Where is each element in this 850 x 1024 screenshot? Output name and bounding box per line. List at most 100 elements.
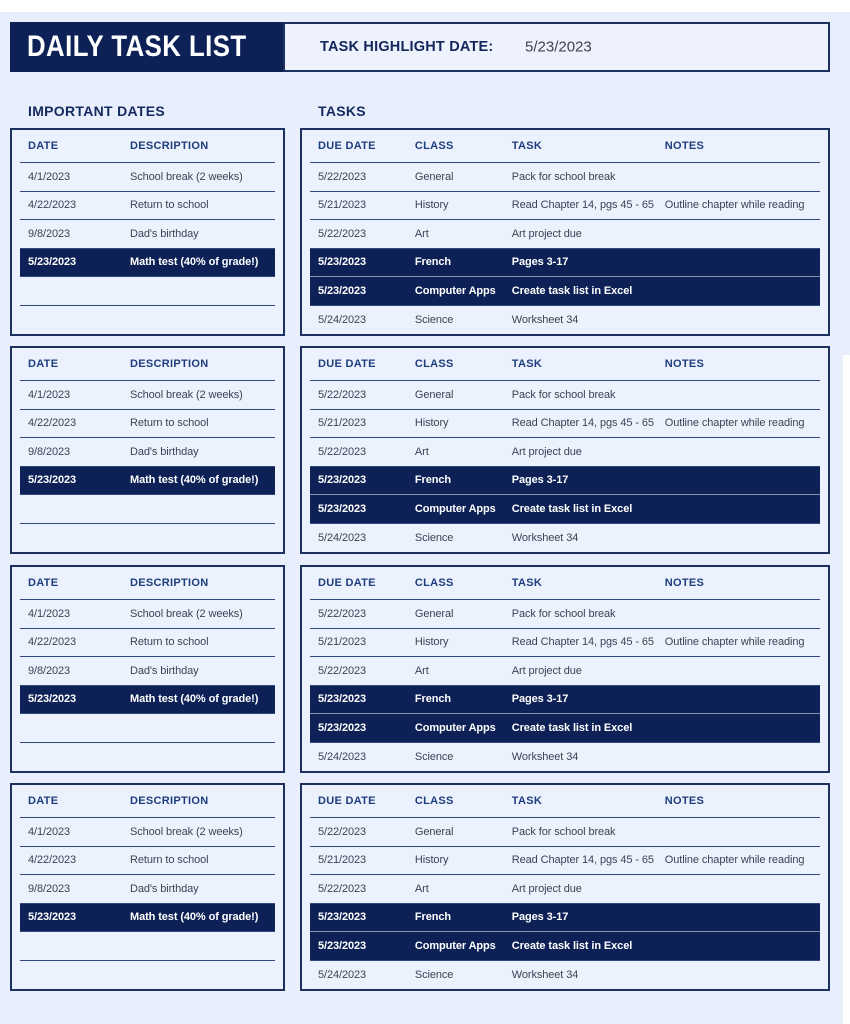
description-cell: School break (2 weeks) <box>130 170 243 183</box>
class-cell: Computer Apps <box>414 939 496 952</box>
due-date-cell: 5/23/2023 <box>318 721 367 734</box>
right-margin-strip <box>843 355 850 1024</box>
class-cell: Computer Apps <box>414 502 496 515</box>
page-title-banner: DAILY TASK LIST <box>10 22 283 72</box>
important-date-row: 4/1/2023 School break (2 weeks) <box>20 600 275 629</box>
due-date-cell: 5/23/2023 <box>318 474 367 487</box>
date-column-header: DATE <box>28 358 59 370</box>
tasks-header-row: DUE DATE CLASS TASK NOTES <box>310 567 820 600</box>
task-highlight-date-label: TASK HIGHLIGHT DATE: <box>320 39 494 55</box>
class-cell: History <box>414 636 449 649</box>
date-column-header: DATE <box>28 577 59 589</box>
due-date-cell: 5/23/2023 <box>318 256 367 269</box>
task-cell: Pages 3-17 <box>511 474 569 487</box>
tasks-header-row: DUE DATE CLASS TASK NOTES <box>310 785 820 818</box>
task-row: 5/21/2023 History Read Chapter 14, pgs 4… <box>310 847 820 875</box>
important-date-row: 4/22/2023 Return to school <box>20 192 275 220</box>
class-cell: French <box>414 911 451 924</box>
important-date-row-highlighted: 5/23/2023 Math test (40% of grade!) <box>20 466 275 495</box>
task-row: 5/22/2023 General Pack for school break <box>310 381 820 410</box>
task-highlight-date-value[interactable]: 5/23/2023 <box>525 38 592 56</box>
date-cell: 5/23/2023 <box>28 474 77 487</box>
notes-column-header: NOTES <box>664 358 705 370</box>
description-cell: School break (2 weeks) <box>130 825 243 838</box>
due-date-cell: 5/21/2023 <box>318 854 367 867</box>
important-date-row-empty <box>20 524 275 553</box>
task-block-2: DATE DESCRIPTION 4/1/2023 School break (… <box>0 346 850 554</box>
description-cell: School break (2 weeks) <box>130 388 243 401</box>
description-cell: Return to school <box>130 199 209 212</box>
due-date-cell: 5/24/2023 <box>318 968 367 981</box>
class-column-header: CLASS <box>414 358 454 370</box>
date-cell: 4/1/2023 <box>28 170 71 183</box>
task-row: 5/21/2023 History Read Chapter 14, pgs 4… <box>310 410 820 438</box>
description-cell: Dad's birthday <box>130 882 199 895</box>
task-row-highlighted: 5/23/2023 French Pages 3-17 <box>310 903 820 932</box>
important-date-row: 4/1/2023 School break (2 weeks) <box>20 163 275 192</box>
task-row-highlighted: 5/23/2023 Computer Apps Create task list… <box>310 495 820 524</box>
task-column-header: TASK <box>511 358 543 370</box>
date-column-header: DATE <box>28 795 59 807</box>
due-date-cell: 5/23/2023 <box>318 502 367 515</box>
description-cell: Math test (40% of grade!) <box>130 256 259 269</box>
task-row: 5/22/2023 Art Art project due <box>310 438 820 467</box>
important-dates-table: DATE DESCRIPTION 4/1/2023 School break (… <box>10 346 285 554</box>
important-date-row: 4/22/2023 Return to school <box>20 410 275 438</box>
task-cell: Pages 3-17 <box>511 256 569 269</box>
important-date-row: 9/8/2023 Dad's birthday <box>20 220 275 249</box>
task-row: 5/24/2023 Science Worksheet 34 <box>310 306 820 335</box>
date-cell: 5/23/2023 <box>28 256 77 269</box>
class-cell: Science <box>414 531 454 544</box>
class-column-header: CLASS <box>414 140 454 152</box>
page-title: DAILY TASK LIST <box>27 30 247 63</box>
date-cell: 4/1/2023 <box>28 388 71 401</box>
class-cell: Computer Apps <box>414 721 496 734</box>
important-date-row-highlighted: 5/23/2023 Math test (40% of grade!) <box>20 685 275 714</box>
task-cell: Pack for school break <box>511 388 616 401</box>
class-cell: Computer Apps <box>414 284 496 297</box>
task-cell: Worksheet 34 <box>511 968 579 981</box>
task-row-highlighted: 5/23/2023 Computer Apps Create task list… <box>310 932 820 961</box>
task-cell: Pack for school break <box>511 170 616 183</box>
due-date-cell: 5/21/2023 <box>318 199 367 212</box>
date-cell: 4/22/2023 <box>28 199 77 212</box>
description-cell: Return to school <box>130 417 209 430</box>
important-date-row-empty <box>20 714 275 743</box>
task-block-1: DATE DESCRIPTION 4/1/2023 School break (… <box>0 128 850 336</box>
task-row-highlighted: 5/23/2023 Computer Apps Create task list… <box>310 277 820 306</box>
task-row-highlighted: 5/23/2023 French Pages 3-17 <box>310 248 820 277</box>
task-cell: Read Chapter 14, pgs 45 - 65 <box>511 199 654 212</box>
task-cell: Pages 3-17 <box>511 911 569 924</box>
class-cell: Art <box>414 227 429 240</box>
due-date-cell: 5/21/2023 <box>318 417 367 430</box>
important-date-row-empty <box>20 277 275 306</box>
task-row: 5/22/2023 General Pack for school break <box>310 818 820 847</box>
due-date-cell: 5/23/2023 <box>318 939 367 952</box>
task-cell: Pack for school break <box>511 825 616 838</box>
task-cell: Worksheet 34 <box>511 750 579 763</box>
due-date-cell: 5/24/2023 <box>318 313 367 326</box>
task-row: 5/22/2023 Art Art project due <box>310 220 820 249</box>
class-cell: General <box>414 388 454 401</box>
date-cell: 4/1/2023 <box>28 607 71 620</box>
due-date-cell: 5/22/2023 <box>318 170 367 183</box>
task-cell: Art project due <box>511 445 582 458</box>
task-row-highlighted: 5/23/2023 French Pages 3-17 <box>310 466 820 495</box>
description-cell: Return to school <box>130 636 209 649</box>
tasks-table: DUE DATE CLASS TASK NOTES 5/22/2023 Gene… <box>300 128 830 336</box>
notes-cell: Outline chapter while reading <box>664 417 805 430</box>
task-cell: Art project due <box>511 664 582 677</box>
notes-column-header: NOTES <box>664 795 705 807</box>
important-date-row: 4/1/2023 School break (2 weeks) <box>20 818 275 847</box>
important-date-row: 9/8/2023 Dad's birthday <box>20 438 275 467</box>
task-cell: Read Chapter 14, pgs 45 - 65 <box>511 854 654 867</box>
tasks-header-row: DUE DATE CLASS TASK NOTES <box>310 130 820 163</box>
notes-cell: Outline chapter while reading <box>664 636 805 649</box>
important-dates-header-row: DATE DESCRIPTION <box>20 130 275 163</box>
task-column-header: TASK <box>511 140 543 152</box>
class-cell: General <box>414 607 454 620</box>
class-column-header: CLASS <box>414 577 454 589</box>
date-cell: 9/8/2023 <box>28 445 71 458</box>
tasks-heading: TASKS <box>318 103 366 119</box>
